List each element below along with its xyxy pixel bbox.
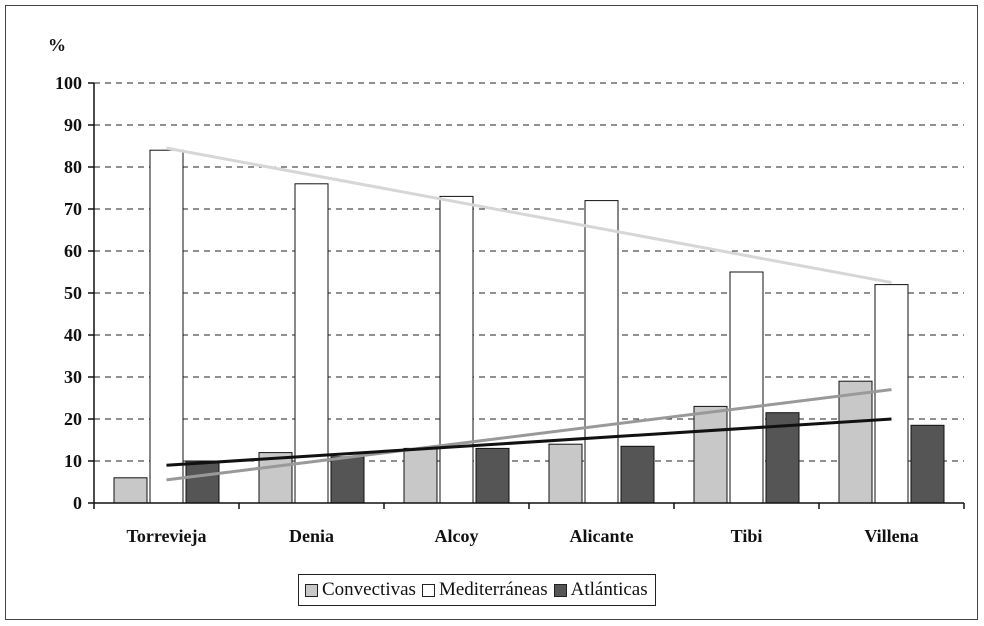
y-tick-label-40: 40 [64,325,82,345]
bar-mediterráneas-alcoy [439,195,474,504]
legend: Convectivas Mediterráneas Atlánticas [298,574,656,606]
bar-chart: % 0 10 20 30 40 50 60 70 80 90 100 Torrevieja Denia… [48,35,965,546]
bar-convectivas-tibi [693,405,728,504]
bars [113,149,945,504]
x-category-label-denia: Denia [289,526,334,546]
bar-atlánticas-alcoy [475,447,510,504]
bar-atlánticas-villena [910,424,945,504]
legend-label-convectivas: Convectivas [322,579,416,600]
y-tick-labels: 0 10 20 30 40 50 60 70 80 90 100 [55,73,82,513]
legend-item-atlanticas: Atlánticas [553,579,648,601]
y-axis-unit: % [48,35,66,55]
bar-mediterráneas-villena [874,284,909,504]
x-category-label-torrevieja: Torrevieja [127,526,207,546]
chart-frame: % 0 10 20 30 40 50 60 70 80 90 100 Torrevieja Denia… [5,5,978,620]
y-tick-label-30: 30 [64,367,82,387]
trend-line-convectivas [166,388,892,482]
legend-swatch-convectivas [305,583,318,597]
x-category-label-alicante: Alicante [570,526,634,546]
x-category-label-tibi: Tibi [731,526,763,546]
bar-mediterráneas-tibi [729,271,764,504]
bar-atlánticas-alicante [620,445,655,504]
y-tick-label-0: 0 [73,493,82,513]
trend-line-atlánticas [166,417,892,467]
y-tick-label-10: 10 [64,451,82,471]
y-tick-label-100: 100 [55,73,82,93]
y-tick-label-20: 20 [64,409,82,429]
legend-label-atlanticas: Atlánticas [570,579,648,600]
bar-mediterráneas-alicante [584,200,619,504]
bar-convectivas-alcoy [403,447,438,504]
x-category-label-alcoy: Alcoy [435,526,479,546]
bar-mediterráneas-torrevieja [149,149,184,504]
legend-item-convectivas: Convectivas [305,579,416,601]
legend-swatch-atlanticas [553,583,567,597]
bar-atlánticas-torrevieja [185,460,220,504]
y-tick-label-70: 70 [64,199,82,219]
trend-lines [166,146,892,482]
y-tick-label-80: 80 [64,157,82,177]
legend-label-mediterraneas: Mediterráneas [438,579,548,600]
bar-convectivas-denia [258,452,293,504]
bar-atlánticas-denia [330,456,365,504]
bar-convectivas-torrevieja [113,477,148,504]
bar-convectivas-alicante [548,443,583,504]
y-tick-label-50: 50 [64,283,82,303]
trend-line-mediterráneas [166,146,892,284]
x-category-labels: Torrevieja Denia Alcoy Alicante Tibi Villena [127,526,919,546]
grid-lines [94,82,964,462]
x-category-label-villena: Villena [864,526,918,546]
bar-mediterráneas-denia [294,183,329,504]
y-tick-label-60: 60 [64,241,82,261]
legend-item-mediterraneas: Mediterráneas [421,579,548,601]
legend-swatch-mediterraneas [421,583,435,597]
axes [88,82,965,509]
bar-convectivas-villena [838,380,873,504]
y-tick-label-90: 90 [64,115,82,135]
